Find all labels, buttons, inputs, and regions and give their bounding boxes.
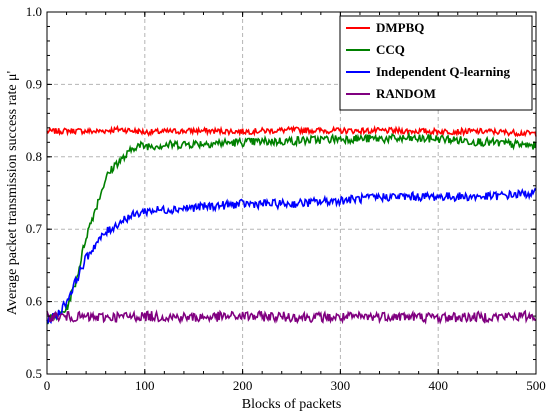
x-tick-label: 500 bbox=[526, 378, 546, 393]
y-tick-label: 0.7 bbox=[26, 221, 43, 236]
series-lines bbox=[46, 124, 537, 325]
x-tick-label: 100 bbox=[135, 378, 155, 393]
series-line-2 bbox=[46, 187, 537, 325]
legend-label: CCQ bbox=[376, 42, 405, 57]
y-tick-label: 0.8 bbox=[26, 149, 42, 164]
legend: DMPBQ CCQ Independent Q-learning RANDOM bbox=[339, 15, 533, 111]
x-tick-label: 200 bbox=[233, 378, 253, 393]
legend-box bbox=[339, 15, 533, 111]
series-line-0 bbox=[46, 124, 537, 138]
y-axis-title: Average packet transmission success rate… bbox=[5, 71, 20, 315]
legend-label: Independent Q-learning bbox=[376, 64, 510, 79]
series-line-3 bbox=[46, 309, 537, 325]
x-tick-label: 300 bbox=[331, 378, 351, 393]
y-tick-label: 0.5 bbox=[26, 366, 42, 381]
axis-ticks: 0 100 200 300 400 500 0.5 0.6 0.7 0.8 0.9 1.0 bbox=[26, 4, 546, 393]
y-tick-label: 0.6 bbox=[26, 294, 43, 309]
legend-label: RANDOM bbox=[376, 86, 436, 101]
x-tick-label: 400 bbox=[428, 378, 448, 393]
y-tick-label: 0.9 bbox=[26, 76, 42, 91]
y-tick-label: 1.0 bbox=[26, 4, 42, 19]
x-tick-label: 0 bbox=[44, 378, 51, 393]
legend-label: DMPBQ bbox=[376, 20, 424, 35]
series-line-1 bbox=[46, 131, 537, 325]
x-axis-title: Blocks of packets bbox=[242, 397, 342, 412]
plot-frame bbox=[46, 11, 537, 375]
